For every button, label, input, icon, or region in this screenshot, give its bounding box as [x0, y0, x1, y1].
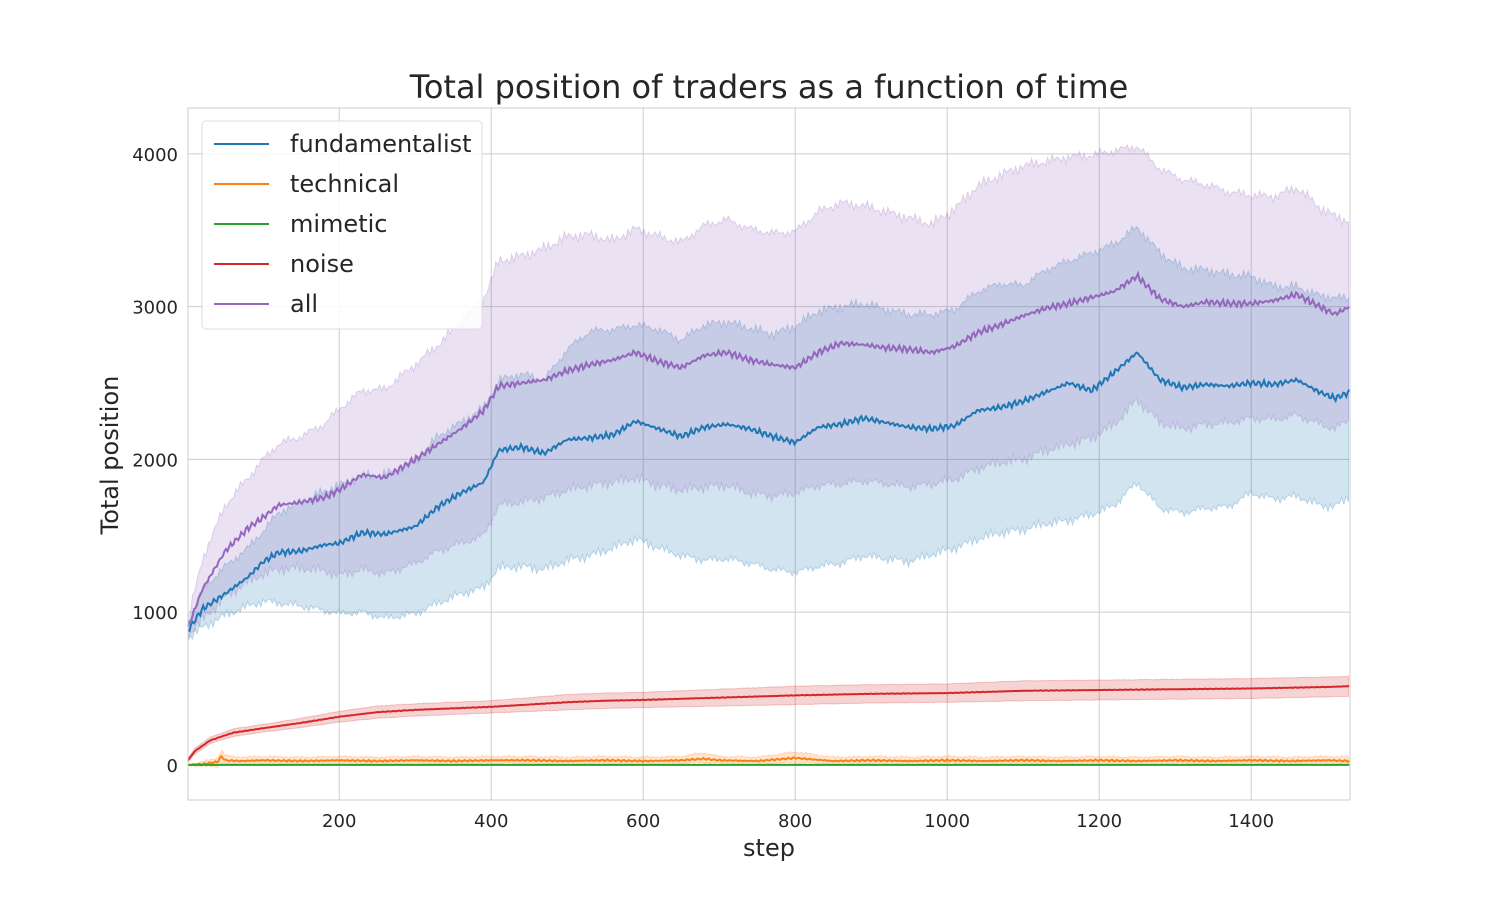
y-tick-label: 1000: [132, 603, 178, 624]
legend-label-noise: noise: [290, 250, 354, 278]
legend-label-all: all: [290, 290, 318, 318]
band-all: [187, 143, 1349, 641]
y-tick-label: 3000: [132, 298, 178, 319]
series-line-all: [187, 270, 1350, 627]
band-noise: [187, 675, 1349, 763]
y-tick-label: 4000: [132, 145, 178, 166]
x-tick-label: 600: [626, 811, 660, 832]
legend-label-mimetic: mimetic: [290, 210, 387, 238]
x-tick-label: 400: [474, 811, 508, 832]
x-tick-label: 200: [322, 811, 356, 832]
band-fundamentalist: [187, 224, 1349, 641]
legend-box: [201, 120, 483, 330]
x-tick-label: 1000: [924, 811, 970, 832]
y-tick-label: 2000: [132, 450, 178, 471]
x-tick-label: 800: [778, 811, 812, 832]
series-line-fundamentalist: [187, 351, 1351, 632]
x-axis-label: step: [743, 834, 795, 862]
x-tick-label: 1200: [1076, 811, 1122, 832]
chart-title: Total position of traders as a function …: [409, 68, 1129, 106]
legend-label-fundamentalist: fundamentalist: [290, 130, 472, 158]
legend-label-technical: technical: [290, 170, 399, 198]
series-line-technical: [187, 754, 1350, 767]
series-line-noise: [187, 685, 1350, 761]
plot-frame: [187, 107, 1351, 801]
x-tick-label: 1400: [1228, 811, 1274, 832]
y-tick-label: 0: [167, 756, 178, 777]
legend: fundamentalist technical mimetic noise all: [201, 120, 483, 330]
y-axis-label: Total position: [96, 376, 124, 536]
